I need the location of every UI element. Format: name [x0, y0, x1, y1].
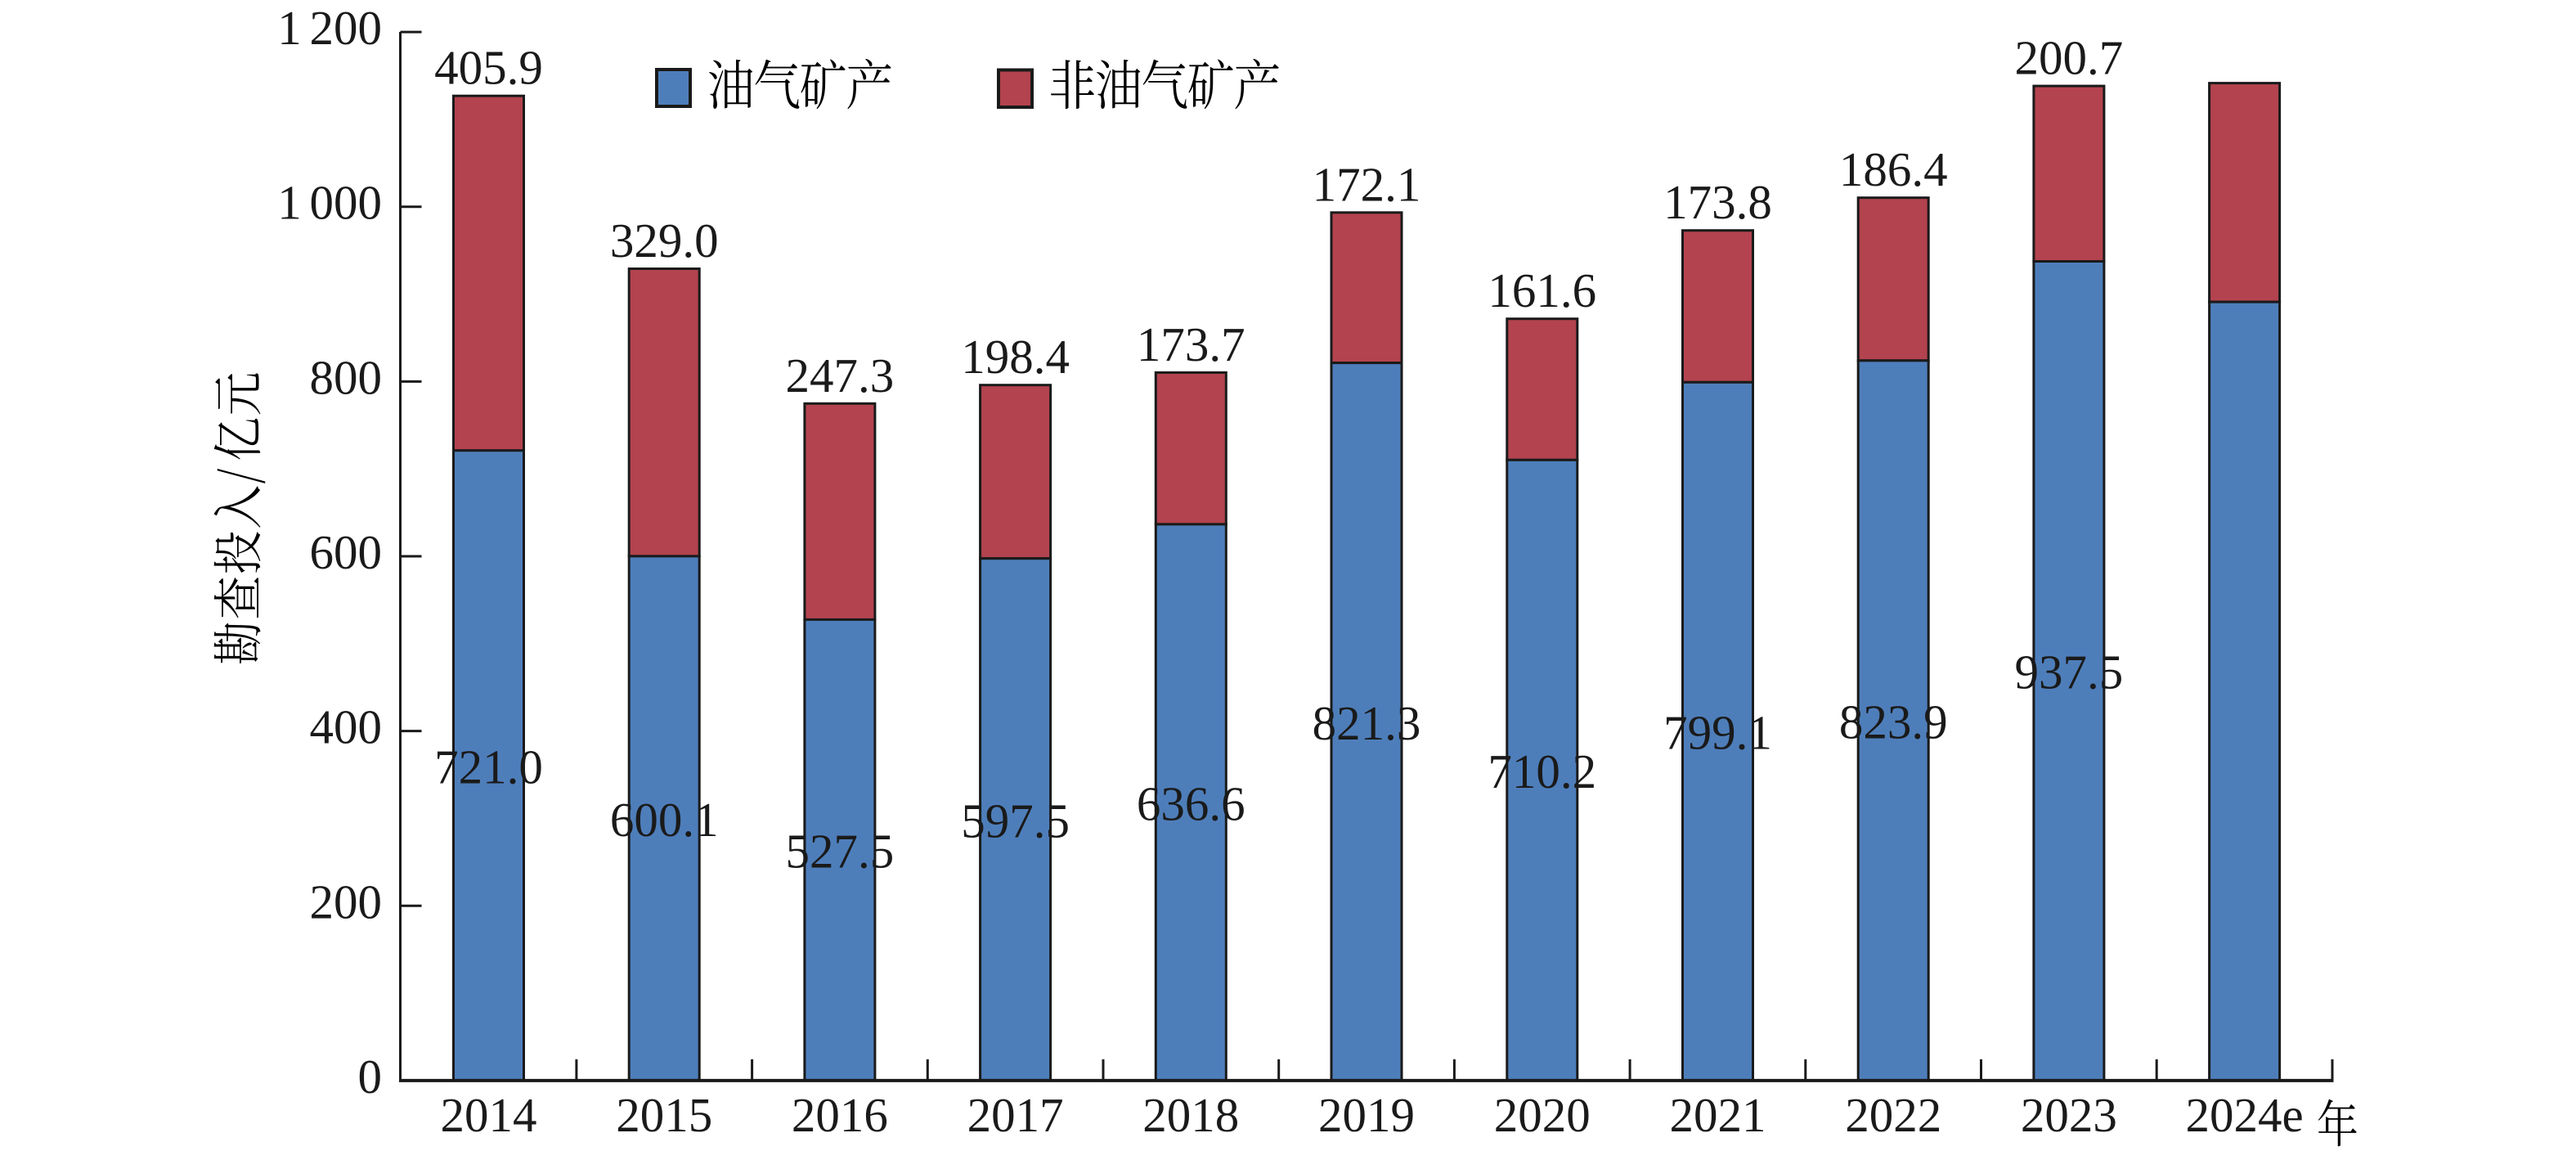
- svg-text:1 200: 1 200: [277, 1, 382, 55]
- svg-text:2021: 2021: [1670, 1088, 1766, 1142]
- svg-text:198.4: 198.4: [961, 330, 1070, 384]
- svg-text:2016: 2016: [792, 1088, 888, 1142]
- svg-text:172.1: 172.1: [1313, 157, 1421, 211]
- svg-text:597.5: 597.5: [961, 794, 1070, 848]
- svg-text:823.9: 823.9: [1839, 695, 1948, 749]
- svg-text:1 000: 1 000: [277, 176, 382, 230]
- svg-text:173.8: 173.8: [1663, 175, 1772, 229]
- svg-text:600: 600: [310, 525, 383, 579]
- svg-text:800: 800: [310, 350, 383, 404]
- svg-text:600.1: 600.1: [610, 793, 719, 847]
- svg-text:405.9: 405.9: [434, 41, 543, 95]
- svg-text:200: 200: [310, 874, 383, 928]
- svg-text:821.3: 821.3: [1313, 696, 1421, 750]
- svg-text:721.0: 721.0: [434, 740, 543, 794]
- svg-text:2014: 2014: [441, 1088, 537, 1142]
- svg-text:799.1: 799.1: [1663, 706, 1772, 760]
- svg-text:400: 400: [310, 700, 383, 754]
- svg-text:2017: 2017: [967, 1088, 1064, 1142]
- svg-text:2015: 2015: [616, 1088, 712, 1142]
- svg-text:2023: 2023: [2021, 1088, 2117, 1142]
- svg-text:2018: 2018: [1142, 1088, 1239, 1142]
- svg-text:710.2: 710.2: [1488, 744, 1596, 798]
- svg-text:937.5: 937.5: [2015, 645, 2124, 699]
- svg-text:2022: 2022: [1845, 1088, 1941, 1142]
- svg-text:161.6: 161.6: [1488, 263, 1596, 317]
- svg-text:527.5: 527.5: [786, 825, 895, 879]
- svg-text:200.7: 200.7: [2015, 31, 2124, 85]
- svg-text:2019: 2019: [1318, 1088, 1415, 1142]
- svg-text:0: 0: [358, 1050, 383, 1104]
- svg-text:186.4: 186.4: [1839, 142, 1948, 196]
- svg-text:329.0: 329.0: [610, 214, 719, 268]
- svg-text:247.3: 247.3: [786, 348, 895, 402]
- svg-text:636.6: 636.6: [1137, 776, 1245, 830]
- svg-text:173.7: 173.7: [1137, 317, 1245, 371]
- svg-text:2020: 2020: [1494, 1088, 1591, 1142]
- svg-text:2024e: 2024e: [2186, 1088, 2304, 1142]
